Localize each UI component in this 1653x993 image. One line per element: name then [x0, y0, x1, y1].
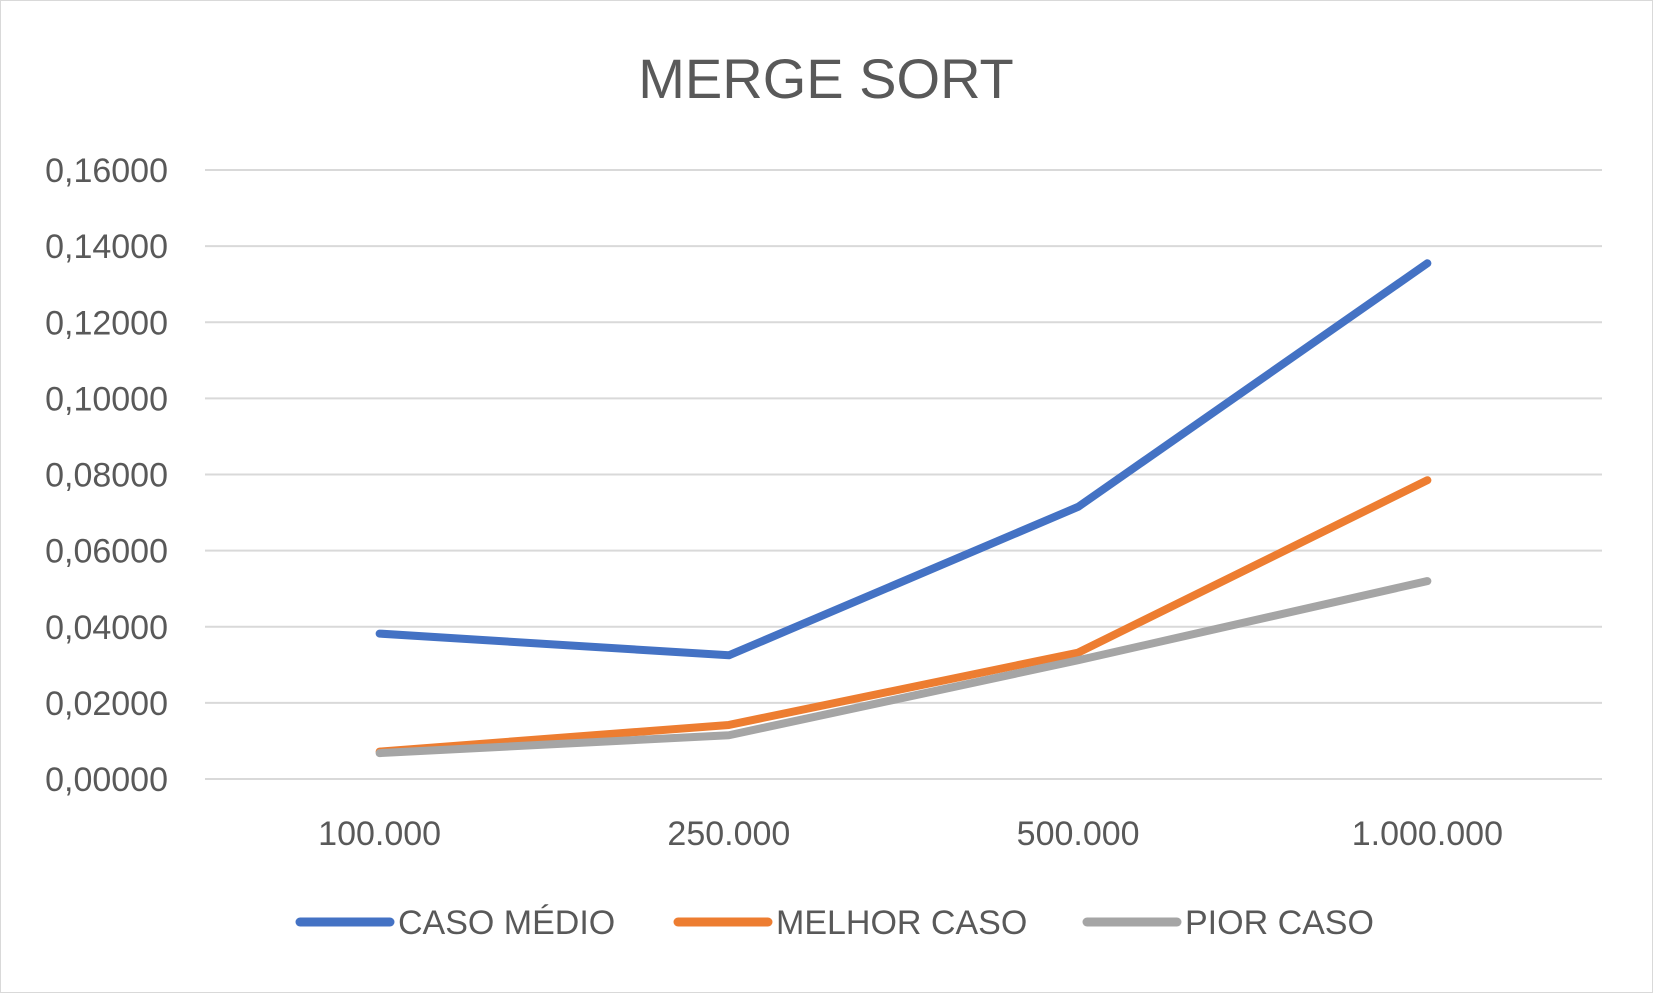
y-tick-label: 0,04000 — [45, 609, 168, 647]
series-line — [375, 259, 1432, 660]
legend: CASO MÉDIO MELHOR CASO PIOR CASO — [295, 904, 1374, 942]
y-tick-label: 0,06000 — [45, 533, 168, 571]
y-axis-ticks: 0,00000 0,02000 0,04000 0,06000 0,08000 0,100… — [45, 152, 168, 799]
legend-label: MELHOR CASO — [776, 904, 1027, 942]
x-tick-label: 1.000.000 — [1352, 815, 1503, 853]
series-line — [375, 476, 1432, 756]
series-line — [375, 577, 1432, 758]
series-lines — [375, 259, 1432, 758]
y-tick-label: 0,00000 — [45, 761, 168, 799]
x-tick-label: 100.000 — [318, 815, 441, 853]
x-tick-label: 250.000 — [667, 815, 790, 853]
gridlines — [205, 169, 1602, 780]
legend-label: PIOR CASO — [1185, 904, 1374, 942]
y-tick-label: 0,12000 — [45, 304, 168, 342]
y-tick-label: 0,10000 — [45, 380, 168, 418]
chart-title: MERGE SORT — [638, 47, 1013, 110]
y-tick-label: 0,14000 — [45, 228, 168, 266]
legend-label: CASO MÉDIO — [398, 904, 615, 942]
y-tick-label: 0,08000 — [45, 457, 168, 495]
x-tick-label: 500.000 — [1017, 815, 1140, 853]
y-tick-label: 0,02000 — [45, 685, 168, 723]
x-axis-ticks: 100.000 250.000 500.000 1.000.000 — [318, 815, 1503, 853]
y-tick-label: 0,16000 — [45, 152, 168, 190]
